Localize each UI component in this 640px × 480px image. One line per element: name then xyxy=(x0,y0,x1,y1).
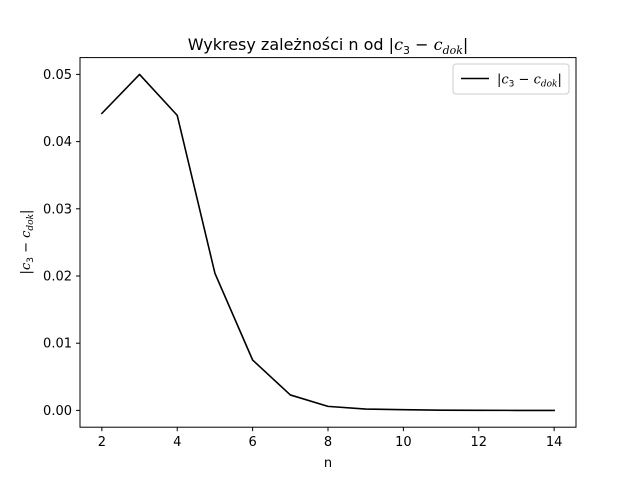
x-axis: 2 4 6 8 10 12 14 xyxy=(98,427,563,450)
y-tick-label: 0.02 xyxy=(43,270,72,285)
y-axis-label: |c3 − cdok| xyxy=(19,210,36,275)
x-tick-label: 14 xyxy=(546,435,563,450)
x-tick-label: 6 xyxy=(248,435,256,450)
x-tick-label: 4 xyxy=(173,435,181,450)
y-axis: 0.00 0.01 0.02 0.03 0.04 0.05 xyxy=(43,68,80,419)
x-tick-label: 2 xyxy=(98,435,106,450)
y-tick-label: 0.03 xyxy=(43,202,72,217)
y-tick-label: 0.05 xyxy=(43,68,72,83)
series-line-group xyxy=(100,73,555,412)
legend-entry-label: |c3 − cdok| xyxy=(497,73,562,90)
y-tick-label: 0.00 xyxy=(43,404,72,419)
x-axis-label: n xyxy=(324,456,332,471)
chart-title: Wykresy zależności n od |c3 − cdok| xyxy=(188,35,469,57)
y-tick-label: 0.01 xyxy=(43,337,72,352)
y-tick-label: 0.04 xyxy=(43,135,72,150)
legend-box xyxy=(452,63,570,95)
x-tick-label: 10 xyxy=(395,435,412,450)
legend: |c3 − cdok| xyxy=(452,63,570,95)
x-tick-label: 8 xyxy=(324,435,332,450)
x-tick-label: 12 xyxy=(470,435,487,450)
series-line-0 xyxy=(100,73,555,412)
